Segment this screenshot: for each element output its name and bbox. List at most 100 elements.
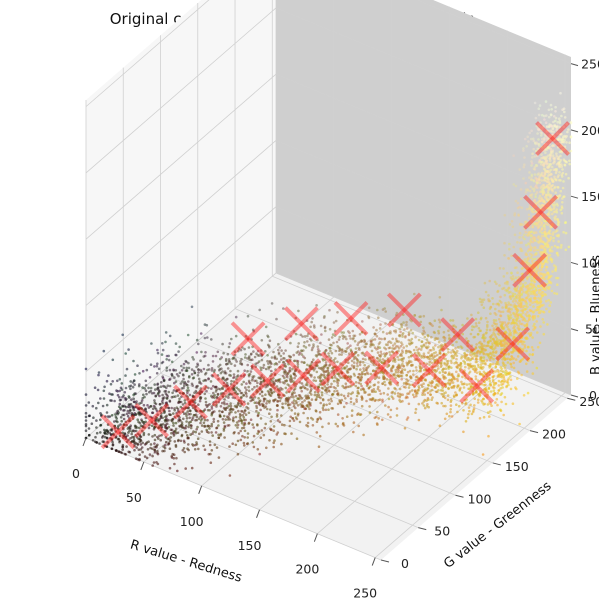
color-point: [294, 406, 297, 410]
color-point: [316, 345, 320, 348]
color-point: [152, 404, 156, 408]
color-point: [132, 438, 136, 441]
color-point: [258, 308, 262, 312]
color-point: [245, 388, 248, 392]
color-point: [282, 307, 285, 310]
color-point: [470, 412, 474, 416]
color-point: [511, 225, 515, 229]
color-point: [391, 366, 395, 369]
color-point: [407, 360, 411, 364]
color-point: [508, 329, 512, 332]
color-point: [422, 400, 426, 403]
color-point: [276, 419, 280, 422]
color-point: [161, 348, 165, 352]
color-point: [564, 248, 568, 252]
color-point: [187, 361, 190, 365]
color-point: [373, 399, 377, 403]
color-point: [217, 456, 221, 459]
color-point: [241, 434, 244, 438]
color-point: [359, 360, 362, 364]
color-point: [192, 430, 195, 433]
color-point: [420, 345, 424, 349]
color-point: [303, 371, 306, 375]
color-point: [84, 423, 88, 426]
color-point: [292, 419, 296, 422]
color-point: [538, 175, 541, 178]
color-point: [458, 389, 462, 392]
color-point: [482, 352, 486, 356]
color-point: [210, 338, 213, 341]
color-point: [200, 350, 203, 354]
color-point: [377, 381, 380, 384]
color-point: [452, 324, 456, 328]
color-point: [411, 389, 414, 392]
color-point: [377, 316, 380, 320]
color-point: [178, 400, 182, 404]
color-point: [273, 387, 277, 390]
color-point: [423, 393, 427, 396]
color-point: [524, 191, 528, 194]
color-point: [330, 351, 334, 355]
color-point: [166, 437, 169, 441]
color-point: [477, 333, 480, 336]
color-point: [533, 173, 537, 176]
color-point: [119, 416, 123, 419]
color-point: [264, 422, 268, 426]
color-point: [447, 379, 451, 382]
color-point: [564, 136, 567, 139]
color-point: [138, 426, 141, 430]
color-point: [350, 319, 353, 323]
color-point: [358, 333, 362, 336]
color-point: [153, 433, 157, 437]
color-point: [240, 395, 243, 399]
color-point: [532, 305, 535, 308]
color-point: [319, 324, 323, 328]
color-point: [308, 407, 311, 411]
color-point: [336, 360, 339, 364]
color-point: [275, 317, 278, 321]
color-point: [351, 329, 355, 333]
color-point: [142, 403, 146, 407]
color-point: [237, 431, 240, 435]
color-point: [210, 422, 214, 426]
color-point: [220, 386, 224, 390]
color-point: [252, 350, 255, 353]
color-point: [494, 341, 497, 345]
color-point: [242, 380, 245, 384]
color-point: [530, 346, 534, 349]
color-point: [176, 439, 180, 443]
color-point: [222, 414, 226, 418]
color-point: [529, 276, 533, 280]
color-point: [400, 341, 403, 344]
color-point: [535, 248, 538, 252]
color-point: [512, 245, 515, 249]
color-point: [190, 373, 194, 376]
grid-line: [85, 140, 277, 306]
color-point: [424, 342, 428, 345]
color-point: [553, 115, 556, 118]
color-point: [526, 320, 529, 323]
color-point: [161, 375, 164, 379]
color-point: [336, 345, 340, 348]
color-point: [546, 169, 549, 173]
color-point: [279, 354, 283, 358]
color-point: [156, 413, 159, 417]
color-point: [296, 404, 300, 407]
color-point: [217, 365, 220, 368]
color-point: [405, 344, 409, 348]
color-point: [311, 346, 314, 350]
color-point: [396, 371, 400, 374]
color-point: [541, 198, 544, 202]
color-point: [398, 327, 402, 331]
color-point: [303, 361, 306, 364]
color-point: [280, 442, 283, 446]
color-point: [370, 356, 374, 359]
color-point: [323, 364, 326, 368]
color-point: [314, 379, 318, 383]
color-point: [513, 266, 517, 270]
color-point: [434, 336, 438, 340]
color-point: [527, 140, 530, 143]
color-point: [208, 443, 212, 447]
color-point: [158, 389, 161, 393]
color-point: [207, 386, 210, 390]
